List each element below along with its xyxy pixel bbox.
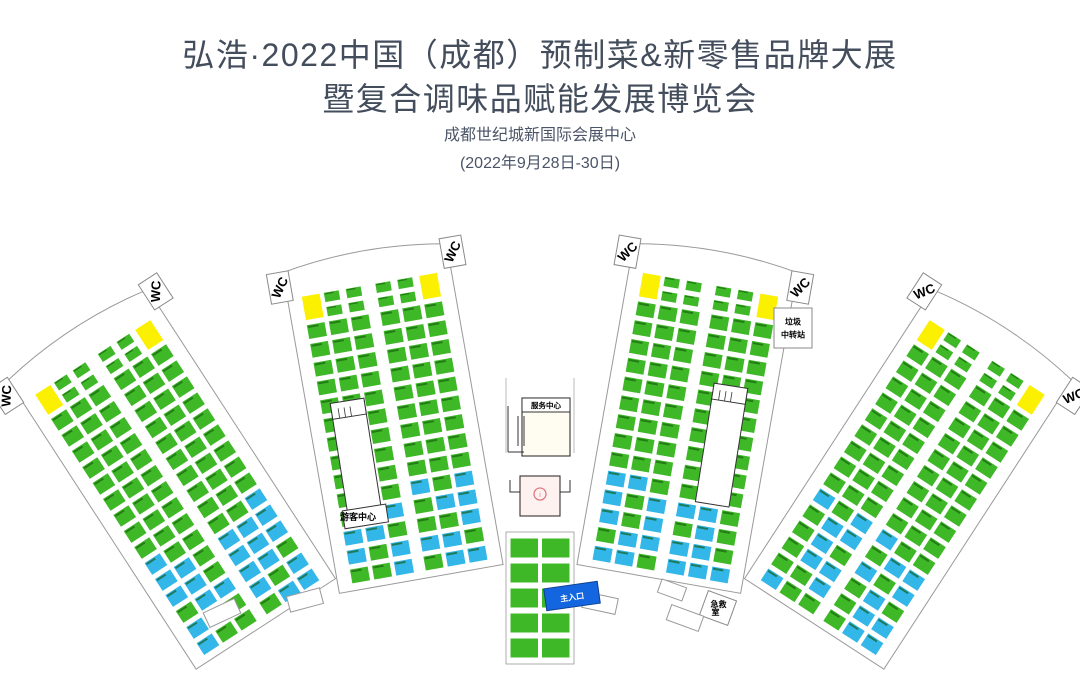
svg-text:游客中心: 游客中心	[340, 511, 376, 522]
svg-text:室: 室	[712, 607, 720, 617]
svg-text:中转站: 中转站	[781, 330, 805, 340]
svg-text:服务中心: 服务中心	[531, 400, 561, 410]
svg-text:WC: WC	[0, 384, 14, 407]
svg-text:WC: WC	[148, 280, 164, 303]
svg-text:垃圾: 垃圾	[785, 316, 801, 326]
